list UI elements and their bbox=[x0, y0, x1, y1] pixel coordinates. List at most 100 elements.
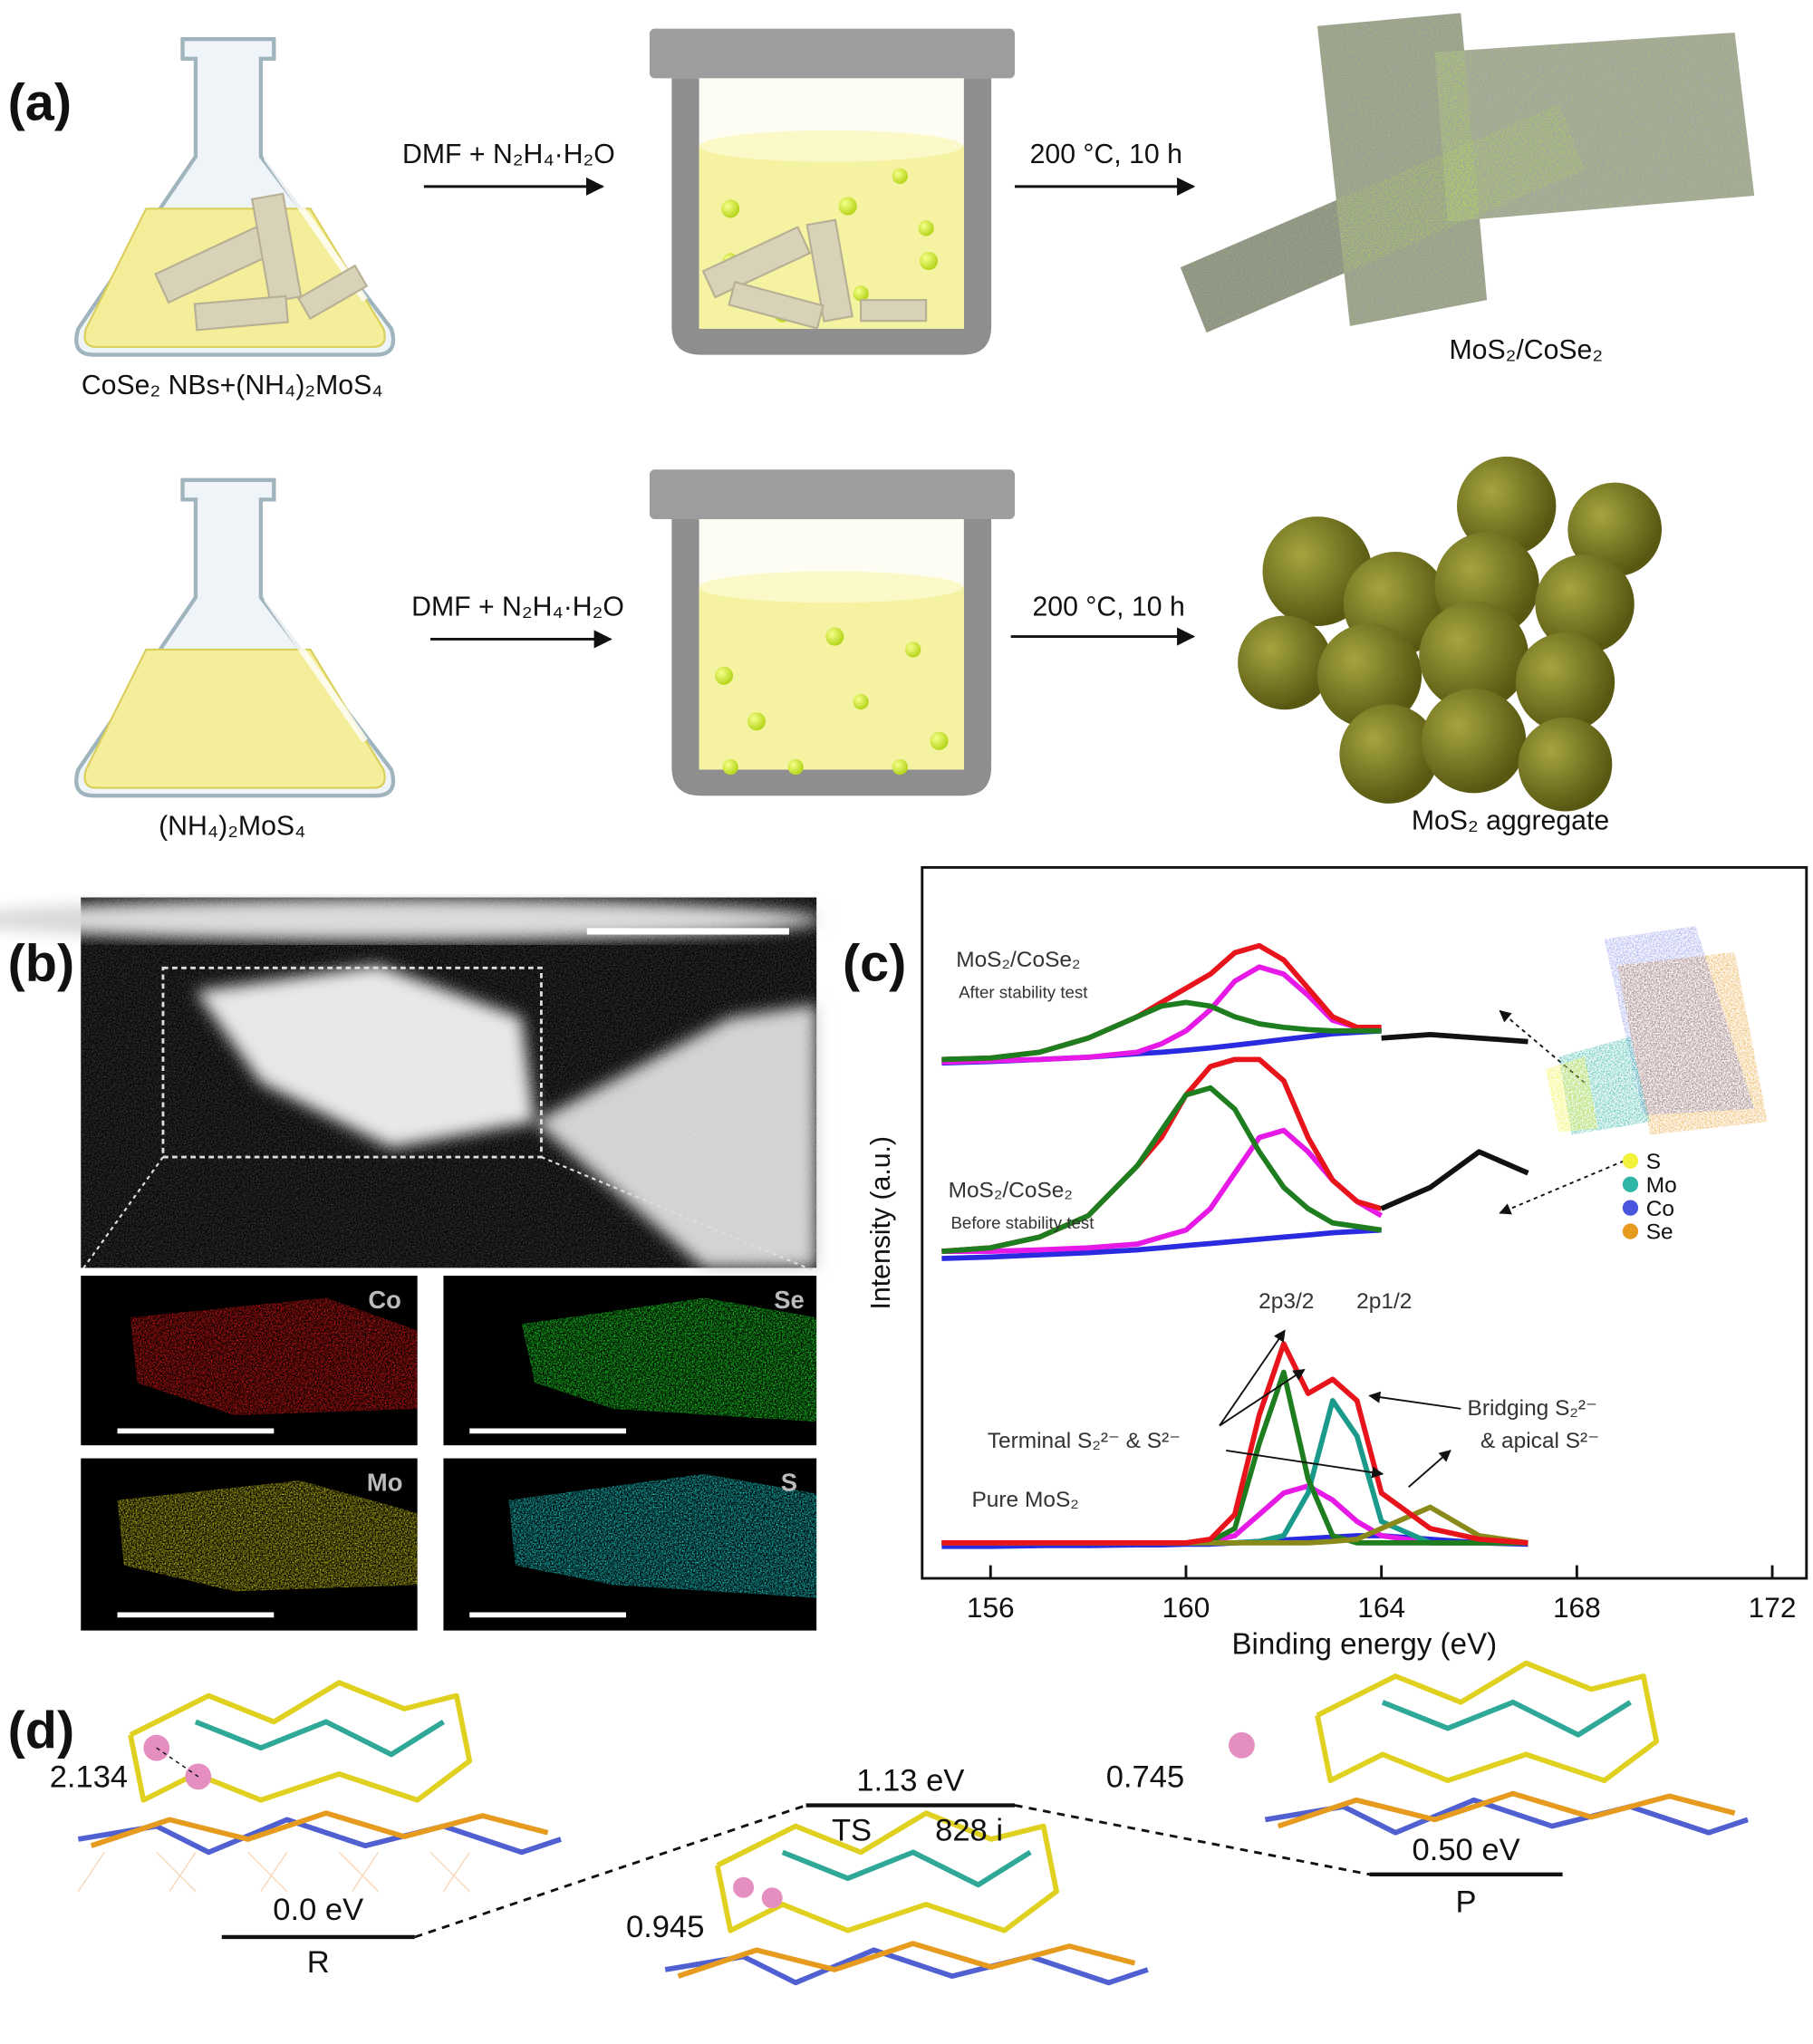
decoration bbox=[1419, 601, 1529, 711]
annotation: & apical S²⁻ bbox=[1480, 1429, 1599, 1453]
decoration bbox=[677, 1941, 1136, 1979]
x-tick-label: 160 bbox=[1162, 1591, 1210, 1624]
decoration bbox=[733, 1876, 755, 1898]
x-tick-label: 172 bbox=[1749, 1591, 1797, 1624]
annotation: 2p3/2 bbox=[1258, 1289, 1314, 1314]
decoration bbox=[521, 1297, 817, 1422]
map-label: Mo bbox=[367, 1469, 402, 1497]
decoration bbox=[838, 197, 857, 216]
zoom-line bbox=[541, 1156, 817, 1273]
decoration bbox=[1238, 456, 1663, 812]
state-label: R bbox=[307, 1945, 330, 1980]
annotation: MoS₂/CoSe₂ bbox=[949, 1179, 1073, 1203]
decoration bbox=[892, 758, 908, 776]
decoration bbox=[1219, 1368, 1306, 1427]
hydrogen-atoms bbox=[143, 1731, 1255, 1909]
product-sheets bbox=[1180, 13, 1755, 333]
decoration bbox=[1408, 1450, 1451, 1488]
decoration bbox=[761, 1887, 783, 1909]
decoration bbox=[701, 226, 812, 299]
decoration bbox=[156, 1747, 199, 1778]
atom-label: Co bbox=[1646, 1197, 1674, 1221]
decoration bbox=[508, 1473, 817, 1598]
frequency: 828 i bbox=[935, 1813, 1003, 1847]
decoration bbox=[664, 1947, 1149, 1986]
spectrum-line bbox=[941, 1085, 1383, 1254]
spectrum-line bbox=[941, 1227, 1382, 1261]
atom-swatch bbox=[1622, 1176, 1639, 1192]
decoration bbox=[714, 666, 734, 685]
decoration bbox=[892, 168, 908, 184]
decoration bbox=[1277, 1790, 1736, 1829]
energy: 0.0 eV bbox=[273, 1893, 363, 1927]
atom-label: S bbox=[1646, 1150, 1661, 1174]
annotation-arrows bbox=[1219, 1009, 1625, 1488]
annotation: Before stability test bbox=[950, 1213, 1095, 1232]
decoration bbox=[722, 758, 738, 776]
distance: 2.134 bbox=[50, 1760, 128, 1794]
distance: 0.945 bbox=[626, 1910, 704, 1944]
atom-swatch bbox=[1622, 1200, 1639, 1216]
decoration bbox=[1264, 1797, 1749, 1836]
decoration bbox=[919, 251, 939, 271]
eds-maps bbox=[81, 1276, 817, 1631]
decoration bbox=[930, 731, 949, 750]
atom-label: Mo bbox=[1646, 1173, 1677, 1198]
panel-label: (a) bbox=[8, 73, 72, 131]
decoration bbox=[860, 299, 928, 323]
jar-contents bbox=[701, 168, 939, 330]
spectrum-line bbox=[941, 999, 1382, 1063]
state-label: TS bbox=[832, 1813, 872, 1847]
decoration bbox=[90, 1810, 549, 1848]
decoration bbox=[1339, 704, 1439, 804]
map-label: Co bbox=[368, 1286, 400, 1314]
structures bbox=[77, 1660, 1749, 1986]
decoration bbox=[1219, 1329, 1286, 1427]
decoration bbox=[701, 218, 928, 330]
decoration bbox=[1515, 632, 1615, 732]
decoration bbox=[81, 897, 817, 1268]
decoration bbox=[825, 627, 844, 646]
atom-label: Se bbox=[1646, 1220, 1673, 1245]
x-axis-title: Binding energy (eV) bbox=[1231, 1628, 1497, 1662]
annotation: Pure MoS₂ bbox=[971, 1488, 1078, 1512]
decoration bbox=[853, 285, 869, 302]
decoration bbox=[76, 480, 393, 795]
map-label: Se bbox=[774, 1286, 804, 1314]
decoration bbox=[1422, 689, 1527, 794]
decoration bbox=[1316, 623, 1422, 728]
product: MoS₂ aggregate bbox=[1412, 806, 1609, 836]
decoration bbox=[853, 693, 869, 710]
decoration bbox=[728, 281, 825, 330]
decoration bbox=[1014, 1804, 1370, 1876]
chart-layer: 156 160 164 168 172 Binding energy (eV) Intens… bbox=[866, 942, 1797, 1662]
nanobelts bbox=[154, 192, 369, 332]
decoration bbox=[747, 712, 767, 731]
spectrum-line bbox=[1381, 1031, 1529, 1045]
decoration bbox=[1238, 615, 1332, 710]
atom-swatch bbox=[1622, 1223, 1639, 1239]
decoration bbox=[905, 641, 921, 658]
x-tick-label: 168 bbox=[1553, 1591, 1601, 1624]
annotation: MoS₂/CoSe₂ bbox=[956, 948, 1080, 972]
decoration bbox=[1604, 926, 1755, 1115]
map-label: S bbox=[781, 1469, 797, 1497]
decoration bbox=[130, 1297, 418, 1416]
decoration bbox=[1434, 32, 1755, 222]
atomic-model bbox=[1545, 926, 1768, 1135]
energy-levels bbox=[221, 1803, 1563, 1940]
precursor: CoSe₂ NBs+(NH₄)₂MoS₄ bbox=[82, 371, 383, 400]
state-label: P bbox=[1456, 1885, 1477, 1920]
energy: 1.13 eV bbox=[856, 1764, 964, 1798]
annotation: After stability test bbox=[959, 982, 1088, 1001]
decoration bbox=[117, 1428, 626, 1618]
conditions: 200 °C, 10 h bbox=[1032, 593, 1184, 622]
decoration bbox=[1315, 1660, 1660, 1784]
spectrum-line bbox=[941, 1341, 1529, 1546]
decoration bbox=[1567, 482, 1663, 577]
plot-frame bbox=[921, 865, 1808, 1580]
decoration bbox=[1456, 456, 1557, 556]
decoration bbox=[1499, 1160, 1625, 1215]
